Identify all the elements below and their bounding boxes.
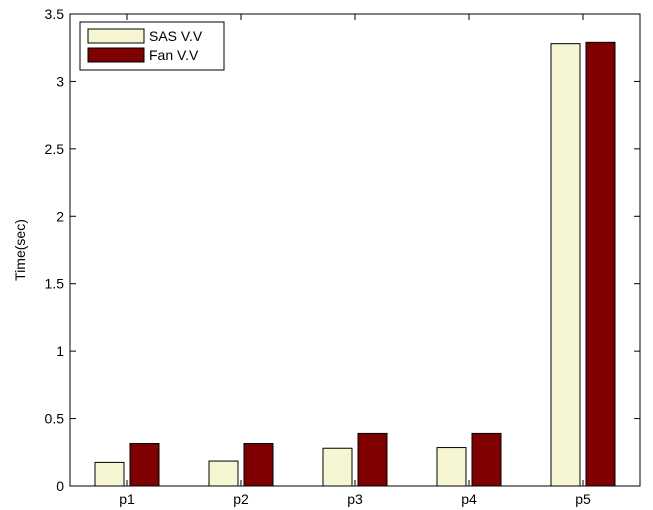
- bar-fan-p1: [129, 443, 160, 487]
- legend: SAS V.V Fan V.V: [79, 21, 225, 71]
- bar-sas-p2: [208, 460, 239, 487]
- bar-fan-p3: [357, 432, 388, 487]
- legend-label-fan: Fan V.V: [149, 47, 199, 63]
- x-tick-label: p3: [347, 491, 363, 507]
- bar-fan-p2: [243, 443, 274, 487]
- bars-group: [94, 41, 616, 487]
- y-tick-label: 2.5: [45, 141, 65, 157]
- x-tick-label: p2: [233, 491, 249, 507]
- bar-sas-p1: [94, 461, 125, 487]
- x-tick-labels: p1 p2 p3 p4 p5: [119, 491, 591, 507]
- y-tick-label: 0: [56, 478, 64, 494]
- legend-swatch-sas: [87, 28, 145, 44]
- legend-label-sas: SAS V.V: [149, 28, 203, 44]
- bar-fan-p5: [585, 41, 616, 487]
- bar-fan-p4: [471, 432, 502, 487]
- y-axis-label: Time(sec): [12, 219, 28, 281]
- bar-sas-p4: [436, 447, 467, 487]
- y-tick-label: 1: [56, 343, 64, 359]
- y-tick-label: 3.5: [45, 6, 65, 22]
- bar-sas-p5: [550, 43, 581, 487]
- y-tick-label: 1.5: [45, 276, 65, 292]
- bar-sas-p3: [322, 447, 353, 487]
- y-tick-label: 3: [56, 73, 64, 89]
- legend-swatch-fan: [87, 47, 145, 63]
- plot-area: [70, 14, 640, 486]
- y-tick-labels: 0 0.5 1 1.5 2 2.5 3 3.5: [45, 6, 65, 494]
- x-tick-label: p4: [461, 491, 477, 507]
- x-tick-label: p5: [575, 491, 591, 507]
- axes-group: [69, 13, 641, 487]
- x-tick-label: p1: [119, 491, 135, 507]
- y-tick-label: 0.5: [45, 411, 65, 427]
- y-tick-label: 2: [56, 208, 64, 224]
